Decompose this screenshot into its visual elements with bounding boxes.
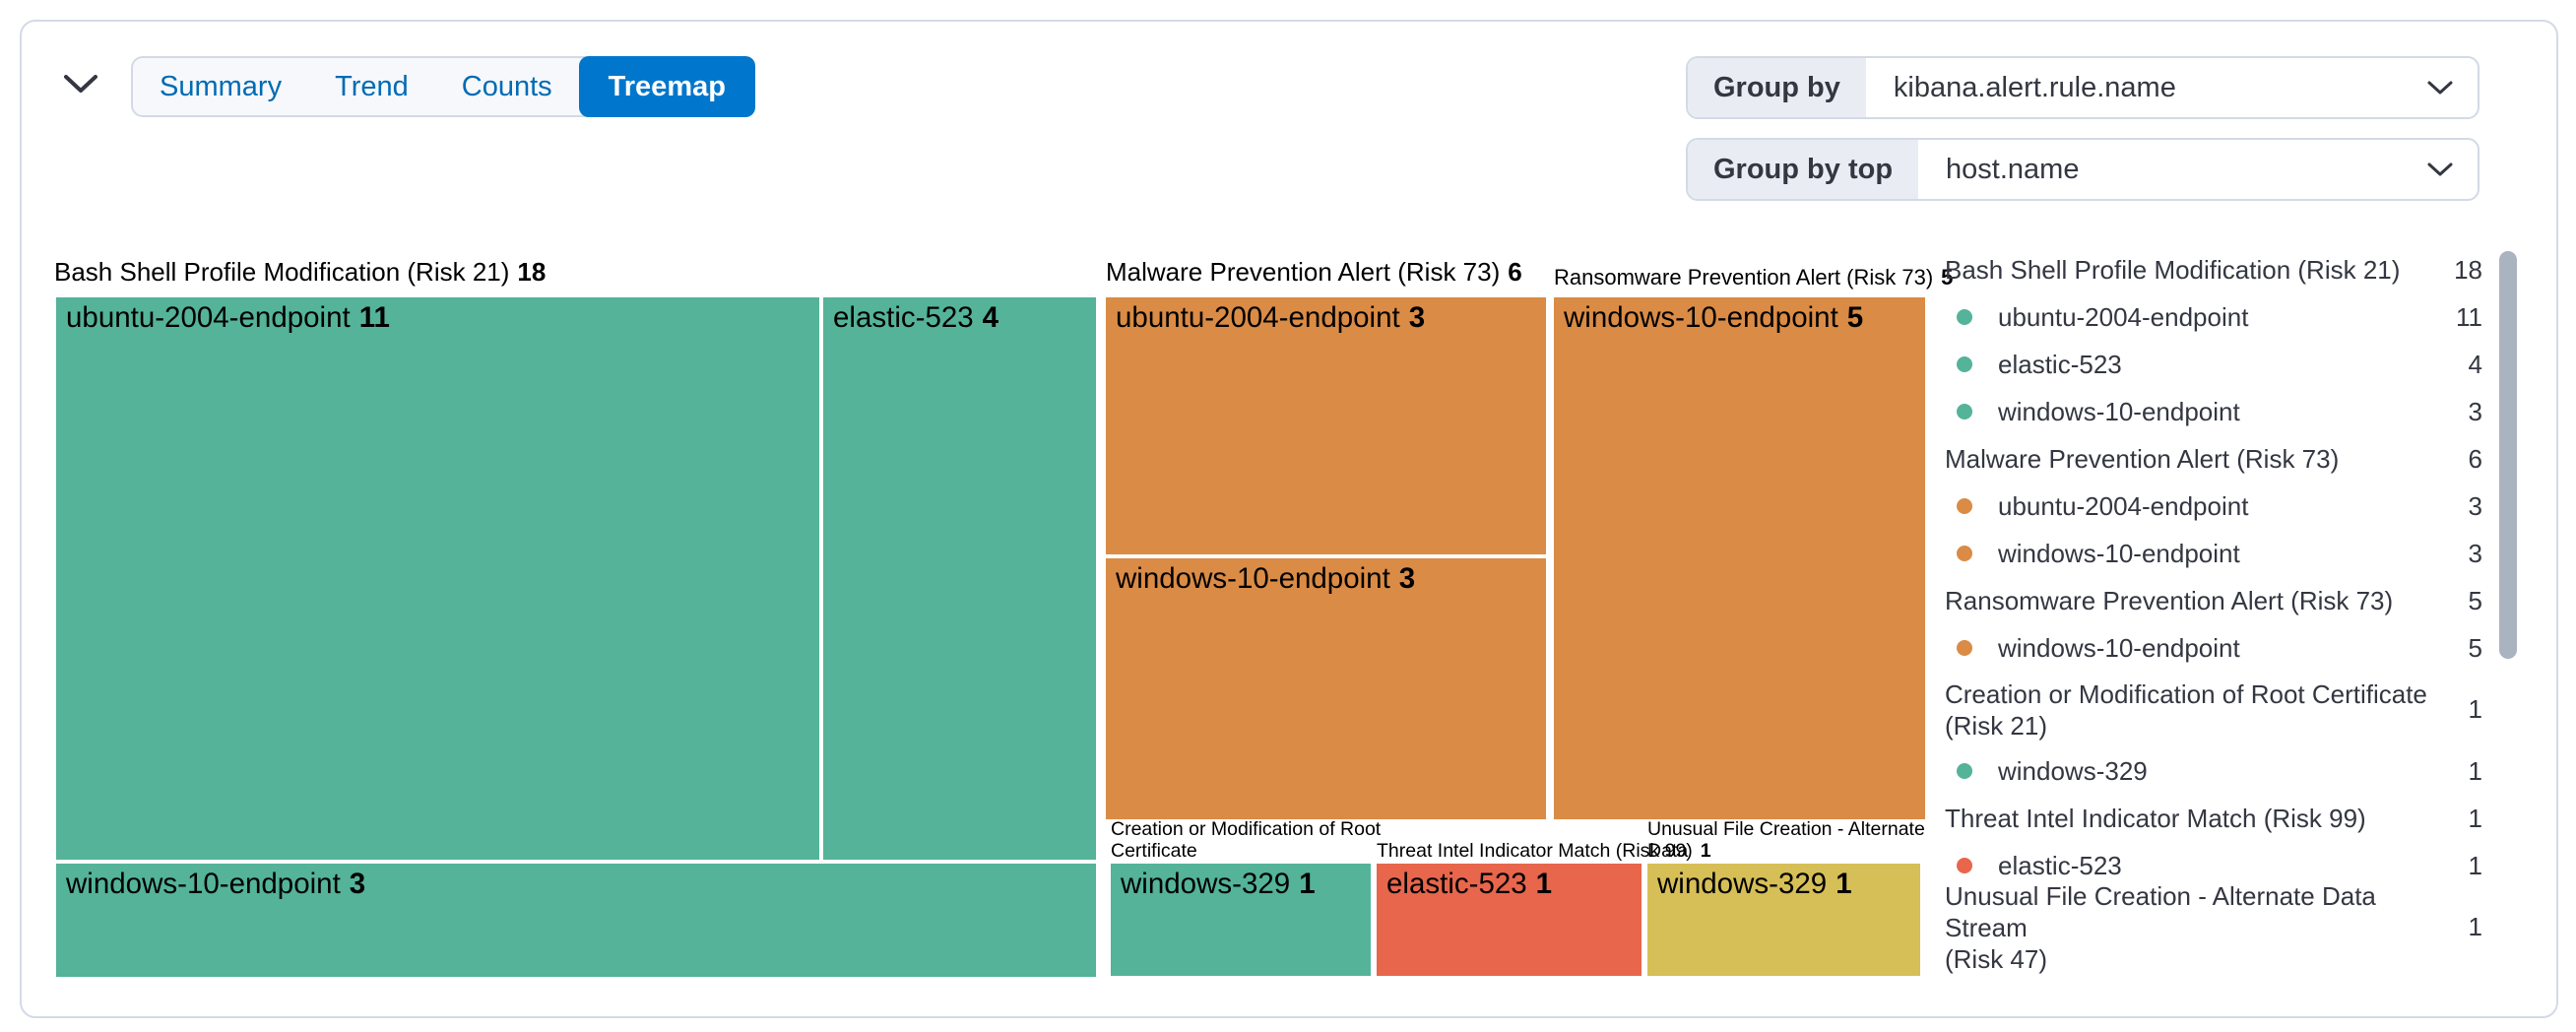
legend-row[interactable]: windows-10-endpoint 3 [1945, 388, 2482, 435]
legend-count: 1 [2468, 755, 2482, 786]
legend-count: 3 [2468, 538, 2482, 568]
legend-row[interactable]: windows-10-endpoint 5 [1945, 624, 2482, 672]
group-title-text: Ransomware Prevention Alert (Risk 73) [1554, 265, 1934, 290]
legend-count: 18 [2454, 254, 2482, 285]
legend-row[interactable]: Ransomware Prevention Alert (Risk 73) 5 [1945, 577, 2482, 624]
legend-color-dot [1957, 858, 1972, 873]
treemap-cell-bash-elastic[interactable]: elastic-523 4 [823, 297, 1096, 860]
legend-label: Malware Prevention Alert (Risk 73) [1945, 444, 2340, 474]
legend-color-dot [1957, 546, 1972, 561]
group-by-top-value: host.name [1946, 153, 2080, 185]
legend-color-dot [1957, 356, 1972, 372]
legend-label: Bash Shell Profile Modification (Risk 21… [1945, 255, 2401, 285]
legend-row[interactable]: elastic-523 4 [1945, 341, 2482, 388]
legend-count: 1 [2468, 850, 2482, 880]
legend-label: ubuntu-2004-endpoint [1998, 302, 2249, 332]
legend-count: 11 [2456, 301, 2482, 332]
group-by-top-select[interactable]: Group by top host.name [1686, 138, 2479, 201]
legend-label: Ransomware Prevention Alert (Risk 73) [1945, 586, 2394, 615]
legend-count: 3 [2468, 396, 2482, 426]
treemap-cell-rootcert-windows329[interactable]: windows-329 1 [1111, 864, 1371, 976]
legend-row[interactable]: ubuntu-2004-endpoint 3 [1945, 483, 2482, 530]
cell-label: ubuntu-2004-endpoint 3 [1116, 301, 1426, 334]
legend-row[interactable]: Bash Shell Profile Modification (Risk 21… [1945, 246, 2482, 293]
legend-row[interactable]: Threat Intel Indicator Match (Risk 99) 1 [1945, 795, 2482, 842]
group-title-count: 1 [1700, 840, 1711, 862]
group-by-value: kibana.alert.rule.name [1893, 71, 2176, 103]
legend-label: windows-10-endpoint [1998, 397, 2240, 426]
legend-count: 1 [2468, 912, 2482, 941]
legend-count: 5 [2468, 632, 2482, 663]
legend-row[interactable]: windows-10-endpoint 3 [1945, 530, 2482, 577]
legend-label: ubuntu-2004-endpoint [1998, 491, 2249, 521]
legend-row[interactable]: Malware Prevention Alert (Risk 73) 6 [1945, 435, 2482, 483]
group-by-top-label: Group by top [1688, 140, 1919, 199]
tab-counts[interactable]: Counts [435, 58, 579, 115]
cell-label: windows-329 1 [1657, 868, 1852, 900]
group-by-label: Group by [1688, 58, 1866, 117]
cell-label: ubuntu-2004-endpoint 11 [66, 301, 390, 334]
legend-row[interactable]: Unusual File Creation - Alternate Data S… [1945, 881, 2482, 974]
tab-treemap[interactable]: Treemap [578, 56, 755, 117]
treemap-group-title-ransomware: Ransomware Prevention Alert (Risk 73) 5 [1554, 265, 1953, 290]
view-button-group: Summary Trend Counts Treemap [131, 56, 755, 117]
legend-label: Creation or Modification of Root Certifi… [1945, 678, 2427, 741]
chevron-down-icon [2426, 140, 2478, 199]
treemap-cell-bash-ubuntu[interactable]: ubuntu-2004-endpoint 11 [56, 297, 819, 860]
legend-scrollbar-thumb[interactable] [2499, 251, 2517, 659]
group-title-text: Unusual File Creation - Alternate Data [1647, 818, 1925, 862]
legend-label: Unusual File Creation - Alternate Data S… [1945, 880, 2376, 974]
treemap-cell-ransomware-windows10[interactable]: windows-10-endpoint 5 [1554, 297, 1925, 819]
legend-color-dot [1957, 404, 1972, 419]
cell-label: windows-10-endpoint 3 [66, 868, 366, 900]
legend-count: 4 [2468, 349, 2482, 379]
legend-row[interactable]: ubuntu-2004-endpoint 11 [1945, 293, 2482, 341]
cell-label: elastic-523 1 [1386, 868, 1553, 900]
treemap-group-title-malware: Malware Prevention Alert (Risk 73) 6 [1106, 257, 1522, 288]
treemap-cell-bash-windows10[interactable]: windows-10-endpoint 3 [56, 864, 1096, 977]
legend-color-dot [1957, 309, 1972, 325]
legend-label: Threat Intel Indicator Match (Risk 99) [1945, 804, 2366, 833]
legend-count: 1 [2468, 694, 2482, 724]
collapse-panel-button[interactable] [57, 61, 104, 108]
legend-color-dot [1957, 640, 1972, 656]
group-title-text: Bash Shell Profile Modification (Risk 21… [54, 257, 510, 287]
legend-color-dot [1957, 498, 1972, 514]
group-title-text: Malware Prevention Alert (Risk 73) [1106, 257, 1501, 287]
cell-label: elastic-523 4 [833, 301, 999, 334]
legend-label: elastic-523 [1998, 350, 2122, 379]
treemap-legend: Bash Shell Profile Modification (Risk 21… [1945, 246, 2482, 974]
group-title-count: 5 [1941, 265, 1954, 290]
treemap-cell-malware-windows10[interactable]: windows-10-endpoint 3 [1106, 558, 1546, 819]
legend-count: 5 [2468, 585, 2482, 615]
cell-label: windows-10-endpoint 5 [1564, 301, 1864, 334]
legend-count: 3 [2468, 490, 2482, 521]
legend-row[interactable]: Creation or Modification of Root Certifi… [1945, 672, 2482, 747]
group-title-text: Creation or Modification of Root Certifi… [1111, 818, 1382, 862]
treemap-cell-threatintel-elastic[interactable]: elastic-523 1 [1377, 864, 1642, 976]
group-title-count: 6 [1508, 257, 1522, 287]
cell-label: windows-329 1 [1121, 868, 1316, 900]
legend-count: 6 [2468, 443, 2482, 474]
legend-label: windows-10-endpoint [1998, 539, 2240, 568]
legend-row[interactable]: elastic-523 1 [1945, 842, 2482, 889]
group-by-select[interactable]: Group by kibana.alert.rule.name [1686, 56, 2479, 119]
legend-label: windows-329 [1998, 756, 2148, 786]
legend-count: 1 [2468, 803, 2482, 833]
cell-label: windows-10-endpoint 3 [1116, 562, 1416, 595]
group-title-count: 18 [517, 257, 547, 287]
treemap-group-title-bash: Bash Shell Profile Modification (Risk 21… [54, 257, 546, 288]
chevron-down-icon [2426, 58, 2478, 117]
legend-row[interactable]: windows-329 1 [1945, 747, 2482, 795]
treemap-cell-malware-ubuntu[interactable]: ubuntu-2004-endpoint 3 [1106, 297, 1546, 554]
treemap-group-title-threatintel: Threat Intel Indicator Match (Risk 99) 1 [1377, 840, 1711, 862]
treemap-cell-unusual-windows329[interactable]: windows-329 1 [1647, 864, 1920, 976]
legend-color-dot [1957, 763, 1972, 779]
group-title-text: Threat Intel Indicator Match (Risk 99) [1377, 840, 1693, 862]
tab-trend[interactable]: Trend [308, 58, 435, 115]
tab-summary[interactable]: Summary [133, 58, 308, 115]
legend-label: elastic-523 [1998, 851, 2122, 880]
legend-label: windows-10-endpoint [1998, 633, 2240, 663]
chevron-down-icon [63, 73, 98, 97]
